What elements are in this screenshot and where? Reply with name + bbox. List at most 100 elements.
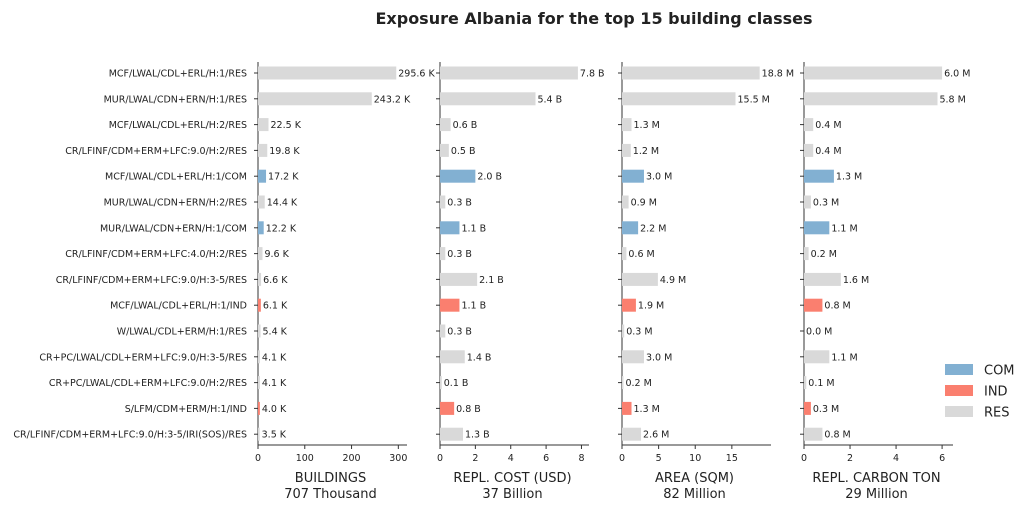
bar-res <box>440 247 446 261</box>
category-label: CR+PC/LWAL/CDL+ERM+LFC:9.0/H:2/RES <box>49 378 247 389</box>
bar-value-label: 0.6 M <box>628 249 654 260</box>
bar-value-label: 17.2 K <box>268 172 299 183</box>
bar-res <box>258 66 397 80</box>
bar-value-label: 1.3 M <box>836 172 862 183</box>
x-tick-label: 0 <box>255 453 261 464</box>
x-tick-label: 300 <box>389 453 407 464</box>
bar-value-label: 0.5 B <box>451 146 476 157</box>
bar-com <box>622 221 639 235</box>
bar-res <box>622 350 644 364</box>
bar-ind <box>440 401 455 415</box>
bar-res <box>440 143 449 157</box>
bar-res <box>804 247 809 261</box>
bar-value-label: 0.0 M <box>806 327 832 338</box>
bar-res <box>258 195 265 209</box>
bar-res <box>804 66 943 80</box>
bar-res <box>258 350 260 364</box>
legend-swatch-res <box>945 406 973 417</box>
bar-res <box>622 143 631 157</box>
category-label: MCF/LWAL/CDL+ERL/H:1/IND <box>110 301 247 312</box>
x-tick-label: 10 <box>689 453 701 464</box>
bar-value-label: 3.5 K <box>262 430 287 441</box>
bar-value-label: 0.1 M <box>808 378 834 389</box>
x-tick-label: 0 <box>801 453 807 464</box>
bar-value-label: 1.4 B <box>467 352 492 363</box>
bar-res <box>258 143 268 157</box>
bar-ind <box>622 298 636 312</box>
bar-value-label: 1.3 M <box>634 404 660 415</box>
bar-res <box>440 376 442 390</box>
bar-value-label: 0.2 M <box>811 249 837 260</box>
bar-value-label: 0.8 B <box>456 404 481 415</box>
bar-value-label: 0.8 M <box>824 430 850 441</box>
bar-ind <box>804 298 823 312</box>
bar-value-label: 3.0 M <box>646 352 672 363</box>
category-label: MUR/LWAL/CDN+ERN/H:1/RES <box>104 94 247 105</box>
legend-swatch-com <box>945 364 973 375</box>
x-tick-label: 5 <box>656 453 662 464</box>
panel-total: 29 Million <box>845 487 908 502</box>
bar-value-label: 4.1 K <box>262 352 287 363</box>
bar-res <box>258 427 260 441</box>
bar-value-label: 3.0 M <box>646 172 672 183</box>
bar-value-label: 1.1 M <box>831 352 857 363</box>
bar-value-label: 0.9 M <box>631 198 657 209</box>
x-axis-title: AREA (SQM) <box>655 471 734 486</box>
bar-ind <box>258 298 261 312</box>
bar-res <box>258 324 261 338</box>
category-label: S/LFM/CDM+ERM/H:1/IND <box>125 404 247 415</box>
legend-label: RES <box>984 406 1010 421</box>
category-label: W/LWAL/CDL+ERM/H:1/RES <box>117 327 247 338</box>
bar-res <box>622 324 625 338</box>
bar-ind <box>622 401 632 415</box>
bar-value-label: 4.1 K <box>262 378 287 389</box>
bar-value-label: 0.3 M <box>626 327 652 338</box>
bar-res <box>440 92 536 106</box>
bar-value-label: 243.2 K <box>374 94 411 105</box>
bar-res <box>804 376 807 390</box>
bar-res <box>804 118 814 132</box>
bar-res <box>258 272 262 286</box>
bar-com <box>804 169 834 183</box>
bar-res <box>258 92 372 106</box>
bar-res <box>622 247 627 261</box>
x-tick-label: 4 <box>893 453 899 464</box>
bar-value-label: 6.1 K <box>263 301 288 312</box>
x-tick-label: 6 <box>543 453 549 464</box>
bar-value-label: 4.0 K <box>262 404 287 415</box>
panel-total: 707 Thousand <box>284 487 377 502</box>
bar-res <box>804 272 841 286</box>
bar-value-label: 7.8 B <box>580 69 605 80</box>
bar-com <box>440 169 476 183</box>
bar-value-label: 14.4 K <box>267 198 298 209</box>
bar-value-label: 22.5 K <box>271 120 302 131</box>
category-label: CR/LFINF/CDM+ERM+LFC:9.0/H:3-5/RES <box>56 275 247 286</box>
category-label: CR/LFINF/CDM+ERM+LFC:9.0/H:2/RES <box>65 146 247 157</box>
bar-res <box>622 427 642 441</box>
bar-value-label: 2.1 B <box>479 275 504 286</box>
bar-value-label: 5.8 M <box>939 94 965 105</box>
bar-value-label: 295.6 K <box>398 69 435 80</box>
category-label: MCF/LWAL/CDL+ERL/H:2/RES <box>109 120 247 131</box>
bar-value-label: 0.3 B <box>447 327 472 338</box>
category-label: CR/LFINF/CDM+ERM+LFC:4.0/H:2/RES <box>65 249 247 260</box>
bar-value-label: 0.2 M <box>625 378 651 389</box>
chart-title: Exposure Albania for the top 15 building… <box>375 9 812 28</box>
bar-res <box>622 195 629 209</box>
bar-res <box>804 92 938 106</box>
bar-ind <box>804 401 811 415</box>
x-tick-label: 8 <box>578 453 584 464</box>
x-axis-title: REPL. COST (USD) <box>453 471 571 486</box>
bar-com <box>804 221 830 235</box>
bar-value-label: 6.6 K <box>263 275 288 286</box>
bar-res <box>804 350 830 364</box>
bar-com <box>440 221 460 235</box>
bar-value-label: 2.6 M <box>643 430 669 441</box>
category-label: MUR/LWAL/CDN+ERN/H:1/COM <box>100 223 247 234</box>
bar-value-label: 0.4 M <box>815 120 841 131</box>
bar-res <box>258 118 269 132</box>
panel-total: 37 Billion <box>482 487 542 502</box>
x-tick-label: 0 <box>619 453 625 464</box>
